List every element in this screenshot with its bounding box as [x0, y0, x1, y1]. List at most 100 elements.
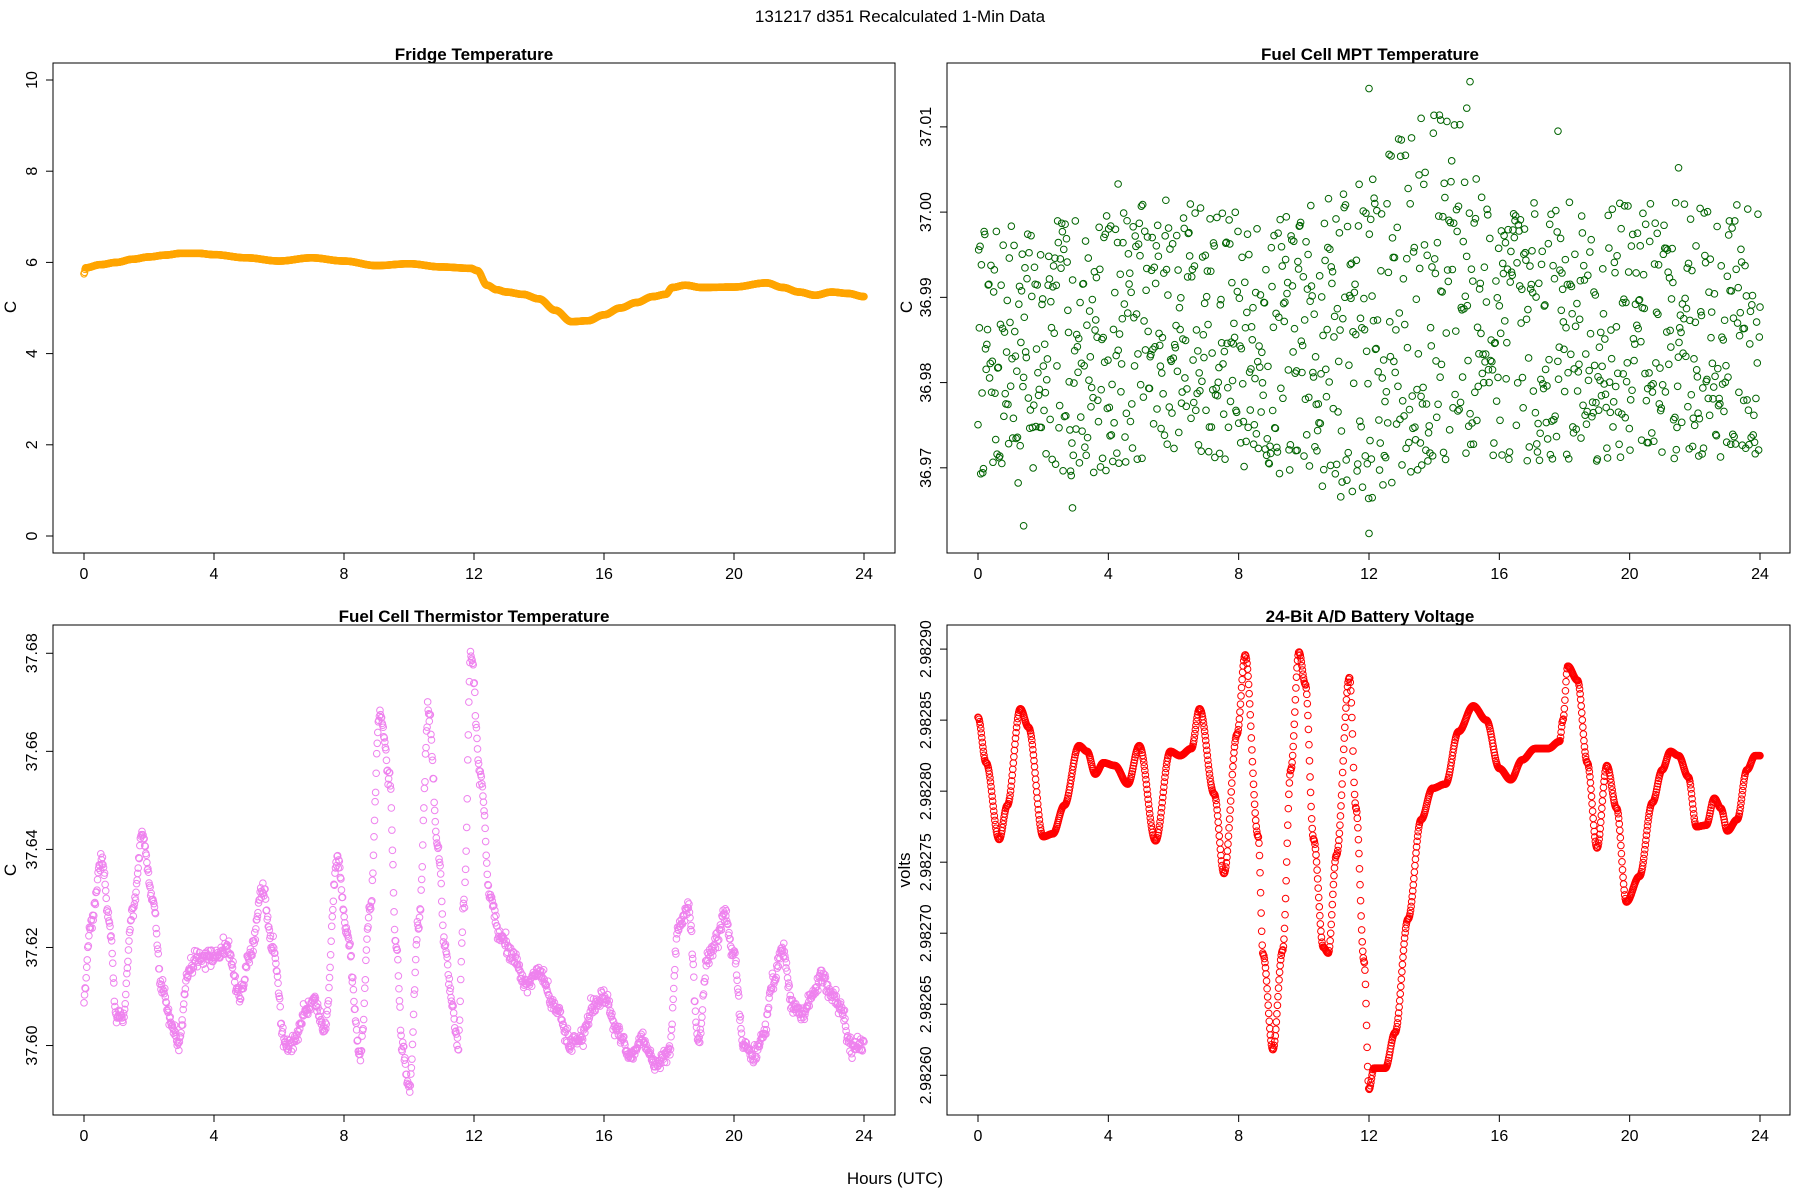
data-point: [1707, 333, 1715, 342]
data-point: [987, 787, 996, 796]
data-point: [1322, 392, 1331, 401]
data-point: [731, 959, 740, 968]
data-point: [1280, 317, 1289, 326]
data-point: [1224, 423, 1233, 432]
data-point: [1628, 230, 1637, 239]
data-point: [1151, 342, 1159, 351]
data-point: [1626, 396, 1635, 404]
data-point: [1097, 385, 1105, 394]
data-point: [1316, 911, 1324, 920]
data-point: [375, 712, 384, 720]
data-point: [1136, 251, 1144, 260]
data-point: [1393, 223, 1402, 232]
data-point: [1682, 352, 1690, 361]
data-point: [982, 365, 990, 374]
data-point: [1026, 729, 1035, 738]
data-point: [1157, 424, 1165, 433]
data-point: [1376, 439, 1385, 447]
data-point: [1607, 326, 1615, 334]
data-point: [1069, 759, 1078, 768]
data-point: [1728, 224, 1736, 232]
data-point: [1325, 947, 1333, 955]
data-point: [1616, 453, 1625, 462]
data-point: [1140, 762, 1149, 770]
data-point: [1602, 403, 1610, 412]
data-point: [1724, 373, 1732, 381]
data-point: [1554, 127, 1562, 135]
data-point: [1293, 446, 1301, 455]
data-point: [1279, 946, 1287, 954]
data-point: [376, 706, 384, 715]
data-point: [1488, 365, 1497, 374]
data-point: [276, 1020, 285, 1028]
data-point: [1629, 335, 1638, 343]
data-point: [1411, 423, 1419, 431]
data-point: [1474, 382, 1483, 391]
data-point: [1088, 295, 1097, 304]
data-point: [1716, 400, 1724, 408]
data-point: [460, 903, 469, 912]
data-point: [1189, 398, 1198, 407]
data-point: [1387, 1041, 1395, 1050]
data-point: [1099, 333, 1108, 342]
data-point: [1362, 347, 1371, 356]
data-point: [1675, 338, 1683, 347]
data-point: [1366, 215, 1375, 224]
y-tick-label: 2.98260: [918, 1046, 935, 1104]
data-point: [1249, 780, 1258, 789]
data-point: [1350, 288, 1359, 297]
data-point: [1544, 239, 1553, 248]
data-point: [99, 860, 107, 869]
data-point: [1545, 220, 1554, 229]
data-point: [1694, 409, 1702, 418]
data-point: [994, 363, 1003, 372]
data-point: [1690, 421, 1699, 430]
data-point: [1636, 242, 1645, 250]
data-point: [327, 937, 335, 946]
data-point: [436, 861, 444, 870]
data-point: [1030, 401, 1038, 410]
data-point: [1354, 823, 1362, 832]
data-point: [255, 895, 264, 904]
data-point: [1407, 898, 1416, 906]
data-point: [1258, 941, 1267, 949]
data-point: [347, 951, 356, 960]
data-point: [329, 905, 337, 914]
data-point: [409, 1010, 418, 1019]
data-point: [1640, 304, 1649, 313]
data-point: [1505, 455, 1513, 464]
data-point: [1320, 219, 1329, 228]
data-point: [558, 1016, 566, 1024]
data-point: [1479, 350, 1487, 359]
x-tick-label: 16: [1490, 566, 1508, 583]
data-point: [418, 862, 427, 871]
data-point: [337, 886, 346, 894]
data-point: [153, 945, 162, 953]
data-point: [330, 881, 339, 889]
data-point: [1094, 417, 1103, 426]
data-point: [1326, 929, 1335, 938]
data-point: [1531, 408, 1540, 417]
data-point: [1495, 302, 1504, 310]
data-point: [1361, 980, 1370, 989]
data-point: [1564, 455, 1573, 463]
data-point: [1383, 419, 1392, 427]
data-point: [555, 1003, 564, 1012]
data-point: [103, 905, 112, 913]
data-point: [736, 1013, 745, 1021]
data-point: [1136, 380, 1145, 389]
data-point: [1143, 790, 1152, 799]
data-point: [609, 1017, 618, 1026]
data-point: [1264, 459, 1273, 467]
data-point: [981, 230, 989, 239]
data-point: [315, 1012, 324, 1020]
data-point: [1492, 277, 1500, 285]
x-tick-label: 8: [1234, 566, 1243, 583]
data-point: [488, 896, 496, 905]
data-point: [1155, 341, 1164, 350]
data-point: [1622, 298, 1630, 307]
data-point: [1552, 206, 1560, 215]
data-point: [1282, 876, 1290, 885]
data-point: [1327, 263, 1336, 271]
